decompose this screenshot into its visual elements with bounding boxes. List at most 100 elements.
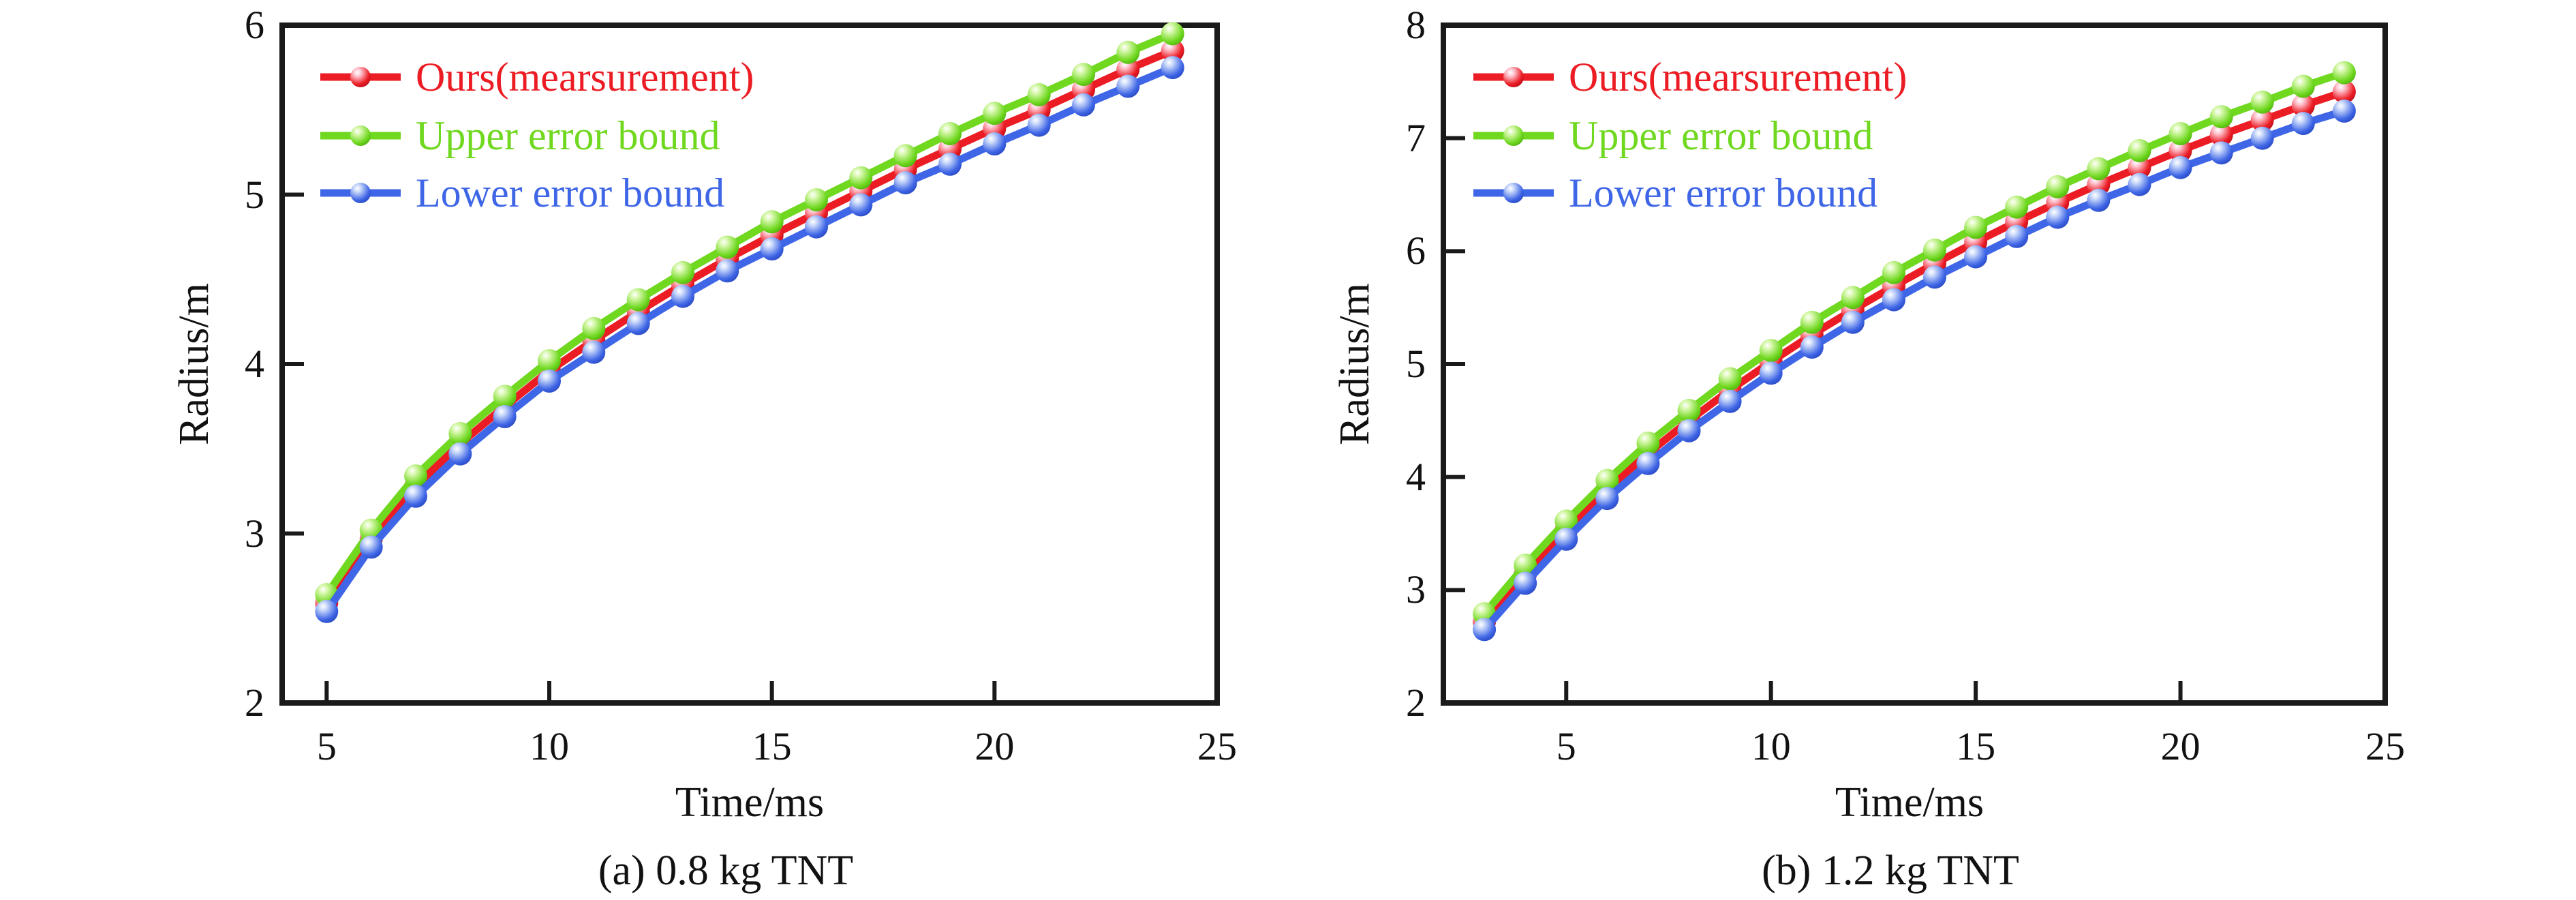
data-point-marker — [404, 484, 427, 508]
data-point-marker — [448, 442, 472, 466]
data-point-marker — [849, 166, 873, 190]
data-point-marker — [983, 102, 1007, 125]
data-point-marker — [1677, 419, 1701, 442]
data-point-marker — [2291, 93, 2315, 117]
data-point-marker — [2209, 123, 2233, 147]
data-point-marker — [2332, 80, 2356, 104]
data-point-marker — [1554, 527, 1578, 551]
legend-label-ours-a: Ours(mearsurement) — [416, 55, 754, 100]
data-point-marker — [2128, 138, 2151, 162]
y-tick-label: 3 — [245, 511, 264, 556]
data-point-marker — [1718, 367, 1742, 391]
data-point-marker — [1759, 361, 1783, 385]
data-point-marker — [2005, 195, 2029, 219]
data-point-marker — [1116, 40, 1140, 64]
x-tick-label: 15 — [1956, 724, 1996, 768]
y-tick-label: 5 — [245, 172, 264, 217]
series-line-2 — [1481, 107, 2346, 632]
chart-panel-a — [279, 22, 1220, 706]
legend-marker-sample — [350, 183, 371, 203]
data-point-marker — [2291, 74, 2315, 98]
data-point-marker — [2168, 138, 2192, 162]
data-point-marker — [626, 288, 650, 312]
data-point-marker — [1923, 265, 1946, 289]
legend-marker-sample — [350, 125, 371, 146]
data-point-marker — [315, 599, 339, 623]
y-tick-label: 6 — [245, 3, 264, 47]
y-tick-label: 3 — [1406, 567, 1426, 612]
data-point-marker — [1072, 63, 1095, 87]
data-point-marker — [1759, 339, 1783, 363]
y-axis-label-b: Radius/m — [1332, 283, 1378, 445]
y-tick-label: 6 — [1406, 228, 1426, 273]
data-point-marker — [493, 405, 517, 428]
data-point-marker — [1841, 286, 1865, 310]
data-point-marker — [1718, 389, 1742, 413]
legend-label-lower-a: Lower error bound — [416, 170, 725, 215]
data-point-marker — [1116, 74, 1140, 98]
x-tick-label: 5 — [316, 724, 337, 768]
data-point-marker — [1964, 245, 1988, 269]
data-point-marker — [2332, 61, 2356, 85]
data-point-marker — [1595, 487, 1619, 511]
data-point-marker — [2087, 157, 2111, 181]
legend-marker-sample — [1503, 125, 1524, 146]
data-point-marker — [2291, 112, 2315, 136]
x-tick-label: 20 — [975, 724, 1015, 768]
legend-label-upper-a: Upper error bound — [416, 113, 720, 158]
data-point-marker — [1636, 451, 1660, 475]
data-point-marker — [983, 132, 1007, 155]
x-tick-label: 15 — [752, 724, 792, 768]
data-point-marker — [2250, 108, 2274, 132]
data-point-marker — [1595, 468, 1619, 492]
plot-frame — [279, 22, 1220, 706]
x-tick-label: 5 — [1556, 724, 1576, 768]
data-point-marker — [1636, 432, 1660, 455]
data-point-marker — [582, 316, 606, 340]
series-line-0 — [1481, 88, 2346, 625]
data-point-marker — [2168, 122, 2192, 145]
chart-caption-a: (a) 0.8 kg TNT — [598, 847, 854, 894]
data-point-marker — [493, 385, 517, 408]
data-point-marker — [805, 215, 828, 239]
data-point-marker — [2128, 155, 2151, 179]
data-point-marker — [716, 259, 739, 283]
data-point-marker — [2168, 155, 2192, 179]
data-point-marker — [1841, 310, 1865, 334]
data-point-marker — [448, 421, 472, 445]
data-point-marker — [1554, 509, 1578, 533]
data-point-marker — [1027, 113, 1051, 137]
x-tick-label: 25 — [2365, 724, 2405, 768]
data-point-marker — [893, 171, 917, 195]
data-point-marker — [1923, 238, 1946, 262]
data-point-marker — [1116, 57, 1140, 81]
data-point-marker — [1800, 335, 1824, 359]
y-tick-label: 2 — [1406, 680, 1426, 725]
legend-marker-sample — [350, 67, 371, 87]
data-point-marker — [1514, 571, 1537, 595]
data-point-marker — [359, 535, 383, 559]
data-point-marker — [2209, 105, 2233, 129]
x-tick-label: 10 — [1751, 724, 1791, 768]
data-point-marker — [1677, 398, 1701, 422]
y-tick-label: 5 — [1406, 342, 1426, 386]
data-point-marker — [2046, 175, 2070, 198]
legend-marker-sample — [1503, 67, 1524, 87]
data-point-marker — [760, 210, 784, 234]
legend-label-lower-b: Lower error bound — [1569, 170, 1878, 215]
data-point-marker — [2209, 141, 2233, 165]
data-point-marker — [2250, 90, 2274, 114]
data-point-marker — [2128, 172, 2151, 196]
data-point-marker — [1882, 288, 1905, 312]
data-point-marker — [938, 152, 962, 176]
data-point-marker — [2332, 99, 2356, 123]
data-point-marker — [760, 237, 784, 260]
data-point-marker — [671, 284, 694, 308]
data-point-marker — [582, 340, 606, 364]
x-tick-label: 20 — [2160, 724, 2201, 768]
plot-frame — [1441, 22, 2388, 706]
data-point-marker — [1027, 82, 1051, 106]
y-tick-label: 2 — [245, 680, 264, 725]
